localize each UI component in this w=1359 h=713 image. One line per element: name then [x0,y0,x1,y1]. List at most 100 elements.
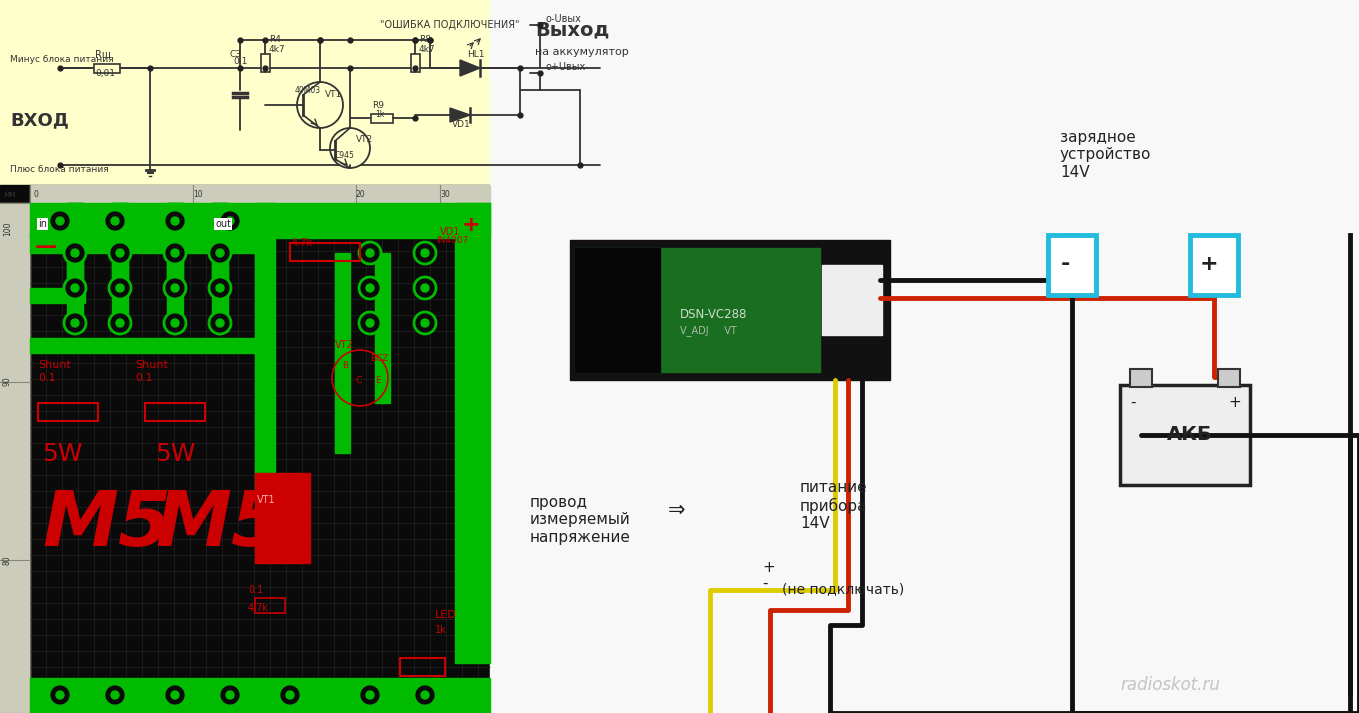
Bar [212,203,228,296]
Circle shape [209,242,231,264]
Bar [455,203,491,663]
Text: 0,01: 0,01 [95,69,116,78]
Text: +: + [1229,395,1241,410]
Bar [0,185,491,713]
Text: R9: R9 [372,101,385,110]
Circle shape [359,312,381,334]
Text: -: - [1129,395,1136,410]
Text: C: C [355,376,361,385]
Circle shape [64,312,86,334]
Text: Shunt: Shunt [38,360,71,370]
Text: VT1: VT1 [257,495,276,505]
Circle shape [116,284,124,292]
Text: Плюс блока питания: Плюс блока питания [10,165,109,174]
Circle shape [216,249,224,257]
Text: 0.1: 0.1 [135,373,152,383]
Text: o-Uвых: o-Uвых [545,14,580,24]
Text: 5W: 5W [155,442,196,466]
Bar [1120,385,1250,485]
Circle shape [226,217,234,225]
Text: 4k7: 4k7 [419,45,436,54]
Circle shape [171,284,179,292]
Bar [1048,235,1095,295]
Bar [289,243,360,261]
Circle shape [359,277,381,299]
Circle shape [109,242,130,264]
Bar [145,403,205,421]
Circle shape [285,691,294,699]
Bar [336,253,351,453]
Text: 0: 0 [33,190,38,199]
Circle shape [56,217,64,225]
Text: 100: 100 [3,221,12,236]
Text: +: + [462,215,481,235]
Circle shape [116,249,124,257]
Text: E: E [375,376,381,385]
Circle shape [71,249,79,257]
Bar [167,203,183,296]
Text: 20: 20 [356,190,366,199]
Bar [212,203,228,261]
Bar [1190,235,1238,295]
Circle shape [164,684,186,706]
Text: провод
измеряемый
напряжение: провод измеряемый напряжение [530,495,631,545]
Bar [375,253,390,403]
Bar [255,473,310,563]
Circle shape [219,210,241,232]
Bar [491,0,1359,713]
Circle shape [109,277,130,299]
Text: -: - [762,576,768,591]
Circle shape [164,312,186,334]
Circle shape [366,319,374,327]
Text: DSN-VC288: DSN-VC288 [680,308,747,321]
Text: ВХОД: ВХОД [10,111,69,129]
Circle shape [171,217,179,225]
Bar [30,678,491,713]
Circle shape [109,312,130,334]
Circle shape [414,684,436,706]
Text: 4.7k: 4.7k [247,603,269,613]
Bar [575,248,660,372]
Bar [0,0,670,185]
Circle shape [49,684,71,706]
Text: 90: 90 [3,376,12,386]
Bar [261,54,269,72]
Circle shape [171,319,179,327]
Circle shape [414,242,436,264]
Text: in: in [38,219,48,229]
Text: VT2: VT2 [356,135,374,144]
Bar [400,658,444,676]
Bar [94,63,120,73]
Bar [212,203,228,331]
Text: М5: М5 [155,488,284,562]
Text: 5W: 5W [42,442,83,466]
Circle shape [414,312,436,334]
Bar [1129,369,1152,387]
Text: +: + [1200,254,1219,274]
Text: VD1: VD1 [440,227,461,237]
Text: IN4007: IN4007 [436,236,469,245]
Text: мм: мм [3,190,15,199]
Circle shape [216,319,224,327]
Circle shape [164,277,186,299]
Text: Выход: Выход [535,20,609,39]
Text: VD1: VD1 [453,120,470,129]
Text: 0.1: 0.1 [247,585,264,595]
Circle shape [414,277,436,299]
Text: АКБ: АКБ [1167,425,1212,444]
Bar [67,203,83,261]
Circle shape [64,277,86,299]
Text: VT2: VT2 [336,340,353,350]
Text: o+Uвых: o+Uвых [545,62,586,72]
Bar [167,203,183,331]
Text: (не подключать): (не подключать) [781,582,904,596]
Text: Shunt: Shunt [135,360,169,370]
Circle shape [359,242,381,264]
Bar [822,265,882,335]
Circle shape [421,691,429,699]
Text: C3: C3 [230,50,242,59]
Bar [30,233,265,253]
Bar [30,288,86,303]
Text: питание
прибора
14V: питание прибора 14V [800,480,867,531]
Bar [255,598,285,613]
